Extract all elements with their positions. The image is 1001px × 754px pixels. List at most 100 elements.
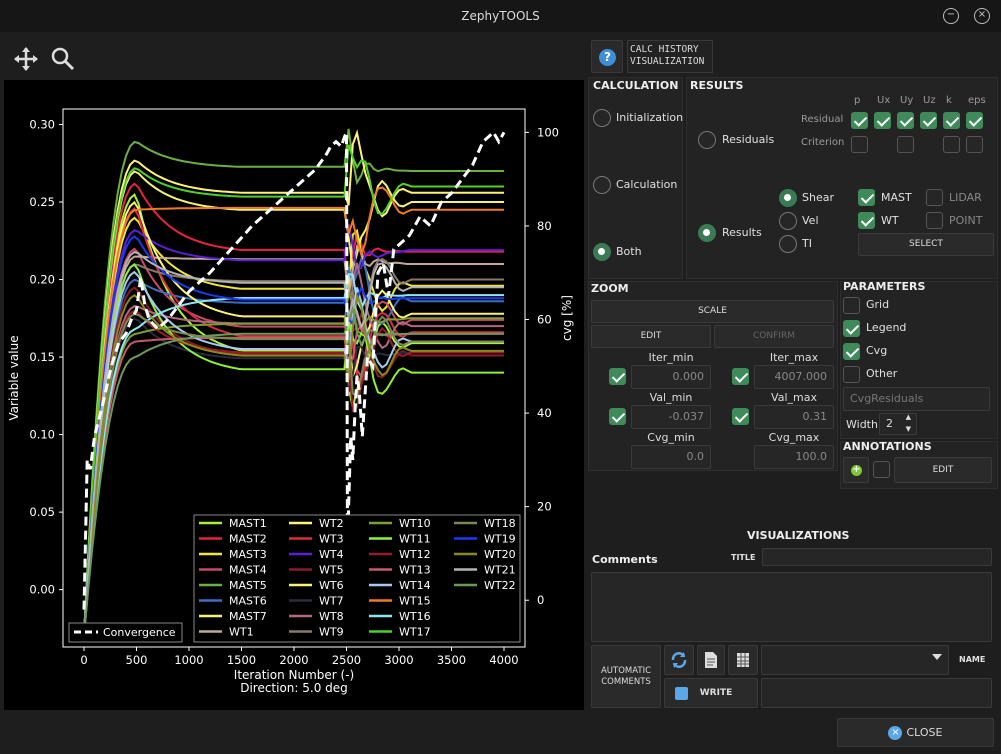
shear-radio[interactable] (779, 189, 797, 207)
val-max-checkbox[interactable] (732, 408, 749, 425)
criterion-checkbox-Uy[interactable] (897, 136, 914, 153)
close-label: CLOSE (906, 726, 943, 739)
automatic-comments-button[interactable]: AUTOMATIC COMMENTS (591, 645, 661, 708)
criterion-checkbox-eps[interactable] (966, 136, 983, 153)
lidar-checkbox[interactable] (926, 189, 943, 206)
move-icon[interactable] (13, 46, 39, 72)
parameters-section (840, 281, 998, 439)
convergence-line (82, 130, 506, 610)
magnifier-icon[interactable] (50, 46, 76, 72)
criterion-checkbox-k[interactable] (943, 136, 960, 153)
comments-textarea[interactable] (591, 572, 992, 642)
write-name-input[interactable] (761, 678, 992, 708)
edit-zoom-button[interactable]: EDIT (591, 325, 711, 348)
residual-checkbox-Uz[interactable] (920, 112, 937, 129)
confirm-zoom-button[interactable]: CONFIRM (714, 325, 834, 348)
results-radio[interactable] (698, 224, 716, 242)
y-axis-label: Variable value (7, 335, 21, 420)
name-label: NAME (959, 655, 986, 664)
title-input[interactable] (762, 548, 992, 566)
val-max-input[interactable]: 0.31 (754, 405, 834, 429)
name-dropdown[interactable] (761, 645, 949, 675)
legend-checkbox[interactable] (843, 320, 860, 337)
close-window-button[interactable]: × (974, 8, 990, 24)
y-tick-label: 0.15 (29, 350, 55, 364)
plot-canvas[interactable]: 0 500 1000 1500 2000 2500 3000 3500 4000 0.00 0.05… (4, 80, 584, 710)
x-tick-label: 1500 (227, 653, 256, 667)
iter-max-checkbox[interactable] (732, 368, 749, 385)
legend-label: WT14 (399, 579, 431, 592)
iter-max-label: Iter_max (769, 351, 819, 364)
wt-checkbox[interactable] (858, 212, 875, 229)
width-value: 2 (886, 417, 893, 430)
width-label: Width (846, 418, 878, 431)
series-line-mast7 (83, 170, 504, 637)
residual-checkbox-k[interactable] (943, 112, 960, 129)
series-legend-box (193, 514, 521, 643)
convergence-legend-label: Convergence (103, 626, 176, 639)
legend-label: WT12 (399, 548, 431, 561)
residual-checkbox-p[interactable] (851, 112, 868, 129)
y-tick-label: 0.30 (29, 118, 55, 132)
cvg-max-input[interactable]: 100.0 (754, 445, 834, 469)
spin-arrows-icon[interactable]: ▲ ▼ (905, 413, 911, 433)
criterion-checkbox-p[interactable] (851, 136, 868, 153)
point-label: POINT (949, 214, 983, 227)
residuals-radio[interactable] (698, 131, 716, 149)
add-annotation-button[interactable]: + (843, 457, 869, 483)
residual-checkbox-Ux[interactable] (874, 112, 891, 129)
legend-label: MAST2 (229, 533, 267, 546)
calculation-radio[interactable] (593, 176, 611, 194)
cvg-residuals-select[interactable]: CvgResiduals (843, 387, 990, 411)
iter-min-checkbox[interactable] (609, 368, 626, 385)
grid-label: Grid (866, 298, 890, 311)
cvg-max-label: Cvg_max (768, 431, 820, 444)
write-button[interactable]: WRITE (664, 678, 758, 708)
refresh-button[interactable] (664, 645, 694, 675)
point-checkbox[interactable] (926, 212, 943, 229)
grid-doc-button[interactable] (728, 645, 758, 675)
select-button[interactable]: SELECT (858, 233, 994, 256)
cvg-checkbox[interactable] (843, 343, 860, 360)
residual-col-p: p (854, 95, 861, 106)
vel-label: Vel (802, 214, 819, 227)
window-title: ZephyTOOLS (461, 9, 540, 23)
legend-label: WT11 (399, 533, 431, 546)
width-spinbox[interactable]: 2 ▲ ▼ (879, 413, 917, 435)
vel-radio[interactable] (779, 212, 797, 230)
x-tick-label: 0 (80, 653, 87, 667)
residual-col-Uy: Uy (900, 95, 914, 106)
residual-checkbox-eps[interactable] (966, 112, 983, 129)
init-radio[interactable] (593, 109, 611, 127)
legend-label: WT6 (319, 579, 344, 592)
iter-min-input[interactable]: 0.000 (631, 365, 711, 389)
legend-label: WT8 (319, 610, 344, 623)
residual-checkbox-Uy[interactable] (897, 112, 914, 129)
other-checkbox[interactable] (843, 366, 860, 383)
minimize-button[interactable]: − (943, 8, 959, 24)
cvg-min-input[interactable]: 0.0 (631, 445, 711, 469)
series-line-wt19 (83, 235, 504, 637)
both-radio[interactable] (593, 243, 611, 261)
mast-checkbox[interactable] (858, 189, 875, 206)
residuals-label: Residuals (722, 133, 775, 146)
annotation-checkbox[interactable] (873, 461, 890, 478)
legend-label: MAST1 (229, 517, 267, 530)
val-min-input[interactable]: -0.037 (631, 405, 711, 429)
annotation-edit-button[interactable]: EDIT (894, 457, 992, 483)
help-button[interactable]: ? (591, 40, 623, 73)
calc-history-tab[interactable]: CALC HISTORY VISUALIZATION (627, 40, 713, 73)
x-tick-label: 1000 (174, 653, 203, 667)
legend-label: MAST3 (229, 548, 267, 561)
iter-max-input[interactable]: 4007.000 (754, 365, 834, 389)
series-line-wt9 (83, 257, 504, 637)
series-line-mast4 (83, 247, 504, 637)
ti-radio[interactable] (779, 235, 797, 253)
val-min-checkbox[interactable] (609, 408, 626, 425)
close-button[interactable]: × CLOSE (837, 718, 994, 747)
document-button[interactable] (697, 645, 725, 675)
grid-checkbox[interactable] (843, 297, 860, 314)
series-line-wt4 (83, 223, 504, 637)
tab-label-1: CALC HISTORY (630, 44, 699, 55)
scale-button[interactable]: SCALE (591, 300, 834, 323)
